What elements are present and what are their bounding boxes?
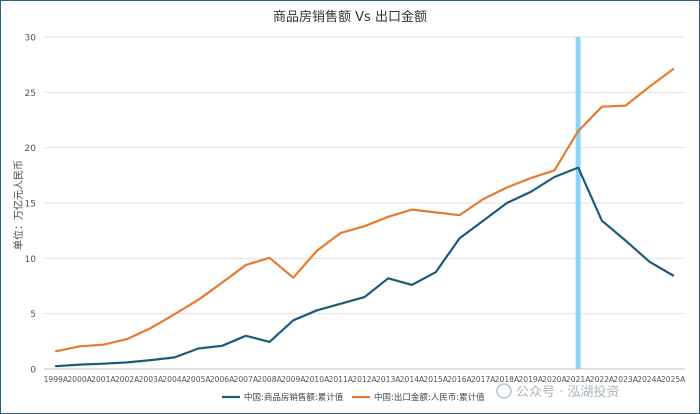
- wechat-icon: [496, 383, 512, 399]
- chart-title: 商品房销售额 Vs 出口金额: [273, 9, 427, 25]
- highlight-bar: [575, 37, 581, 369]
- series-line-0: [54, 166, 675, 368]
- x-tick-label: 2024A: [637, 375, 662, 384]
- x-tick-label: 2019A: [518, 375, 543, 384]
- y-tick-label: 25: [25, 89, 36, 99]
- x-tick-label: 2006A: [210, 375, 235, 384]
- y-tick-label: 10: [25, 255, 37, 265]
- y-tick-label: 30: [25, 34, 37, 44]
- x-tick-label: 2004A: [162, 375, 187, 384]
- x-tick-label: 2010A: [305, 375, 330, 384]
- x-tick-label: 2014A: [400, 375, 425, 384]
- x-tick-label: 2016A: [447, 375, 472, 384]
- x-tick-label: 2021A: [566, 375, 591, 384]
- grid-lines: [44, 36, 685, 370]
- y-tick-label: 20: [25, 144, 37, 154]
- x-tick-label: 2012A: [352, 375, 377, 384]
- x-tick-label: 2013A: [376, 375, 401, 384]
- legend-label-0: 中国:商品房销售额:累计值: [244, 392, 344, 403]
- x-tick-label: 2009A: [281, 375, 306, 384]
- x-tick-label: 2023A: [613, 375, 638, 384]
- x-tick-label: 1999A: [44, 375, 69, 384]
- x-tick-label: 2000A: [67, 375, 92, 384]
- watermark: 公众号 · 泓湖投资: [496, 383, 619, 400]
- x-tick-label: 2017A: [471, 375, 496, 384]
- x-tick-label: 2025A: [661, 375, 686, 384]
- x-tick-label: 2007A: [234, 375, 259, 384]
- x-tick-label: 2022A: [590, 375, 615, 384]
- x-tick-label: 2001A: [91, 375, 116, 384]
- x-tick-label: 2005A: [186, 375, 211, 384]
- series-line-1: [54, 67, 675, 353]
- x-tick-label: 2008A: [257, 375, 282, 384]
- x-tick-label: 2020A: [542, 375, 567, 384]
- x-tick-labels: 1999A 2000A 2001A 2002A 2003A 2004A 2005A 2006A…: [44, 375, 687, 384]
- x-tick-label: 2015A: [423, 375, 448, 384]
- y-tick-label: 5: [30, 310, 36, 320]
- x-tick-label: 2003A: [139, 375, 164, 384]
- legend: 中国:商品房销售额:累计值 中国:出口金额:人民币:累计值: [222, 392, 485, 403]
- legend-label-1: 中国:出口金额:人民币:累计值: [374, 392, 485, 403]
- y-tick-label: 0: [30, 366, 36, 376]
- x-tick-label: 2011A: [328, 375, 353, 384]
- y-tick-label: 15: [25, 200, 36, 210]
- y-tick-labels: 0 5 10 15 20 25 30: [25, 34, 37, 376]
- x-tick-label: 2002A: [115, 375, 140, 384]
- x-tick-label: 2018A: [495, 375, 520, 384]
- series-lines: [54, 67, 675, 368]
- y-axis-label: 单位：万亿元人民币: [12, 160, 25, 250]
- watermark-text: 公众号 · 泓湖投资: [516, 384, 619, 400]
- highlight-band: [575, 37, 581, 369]
